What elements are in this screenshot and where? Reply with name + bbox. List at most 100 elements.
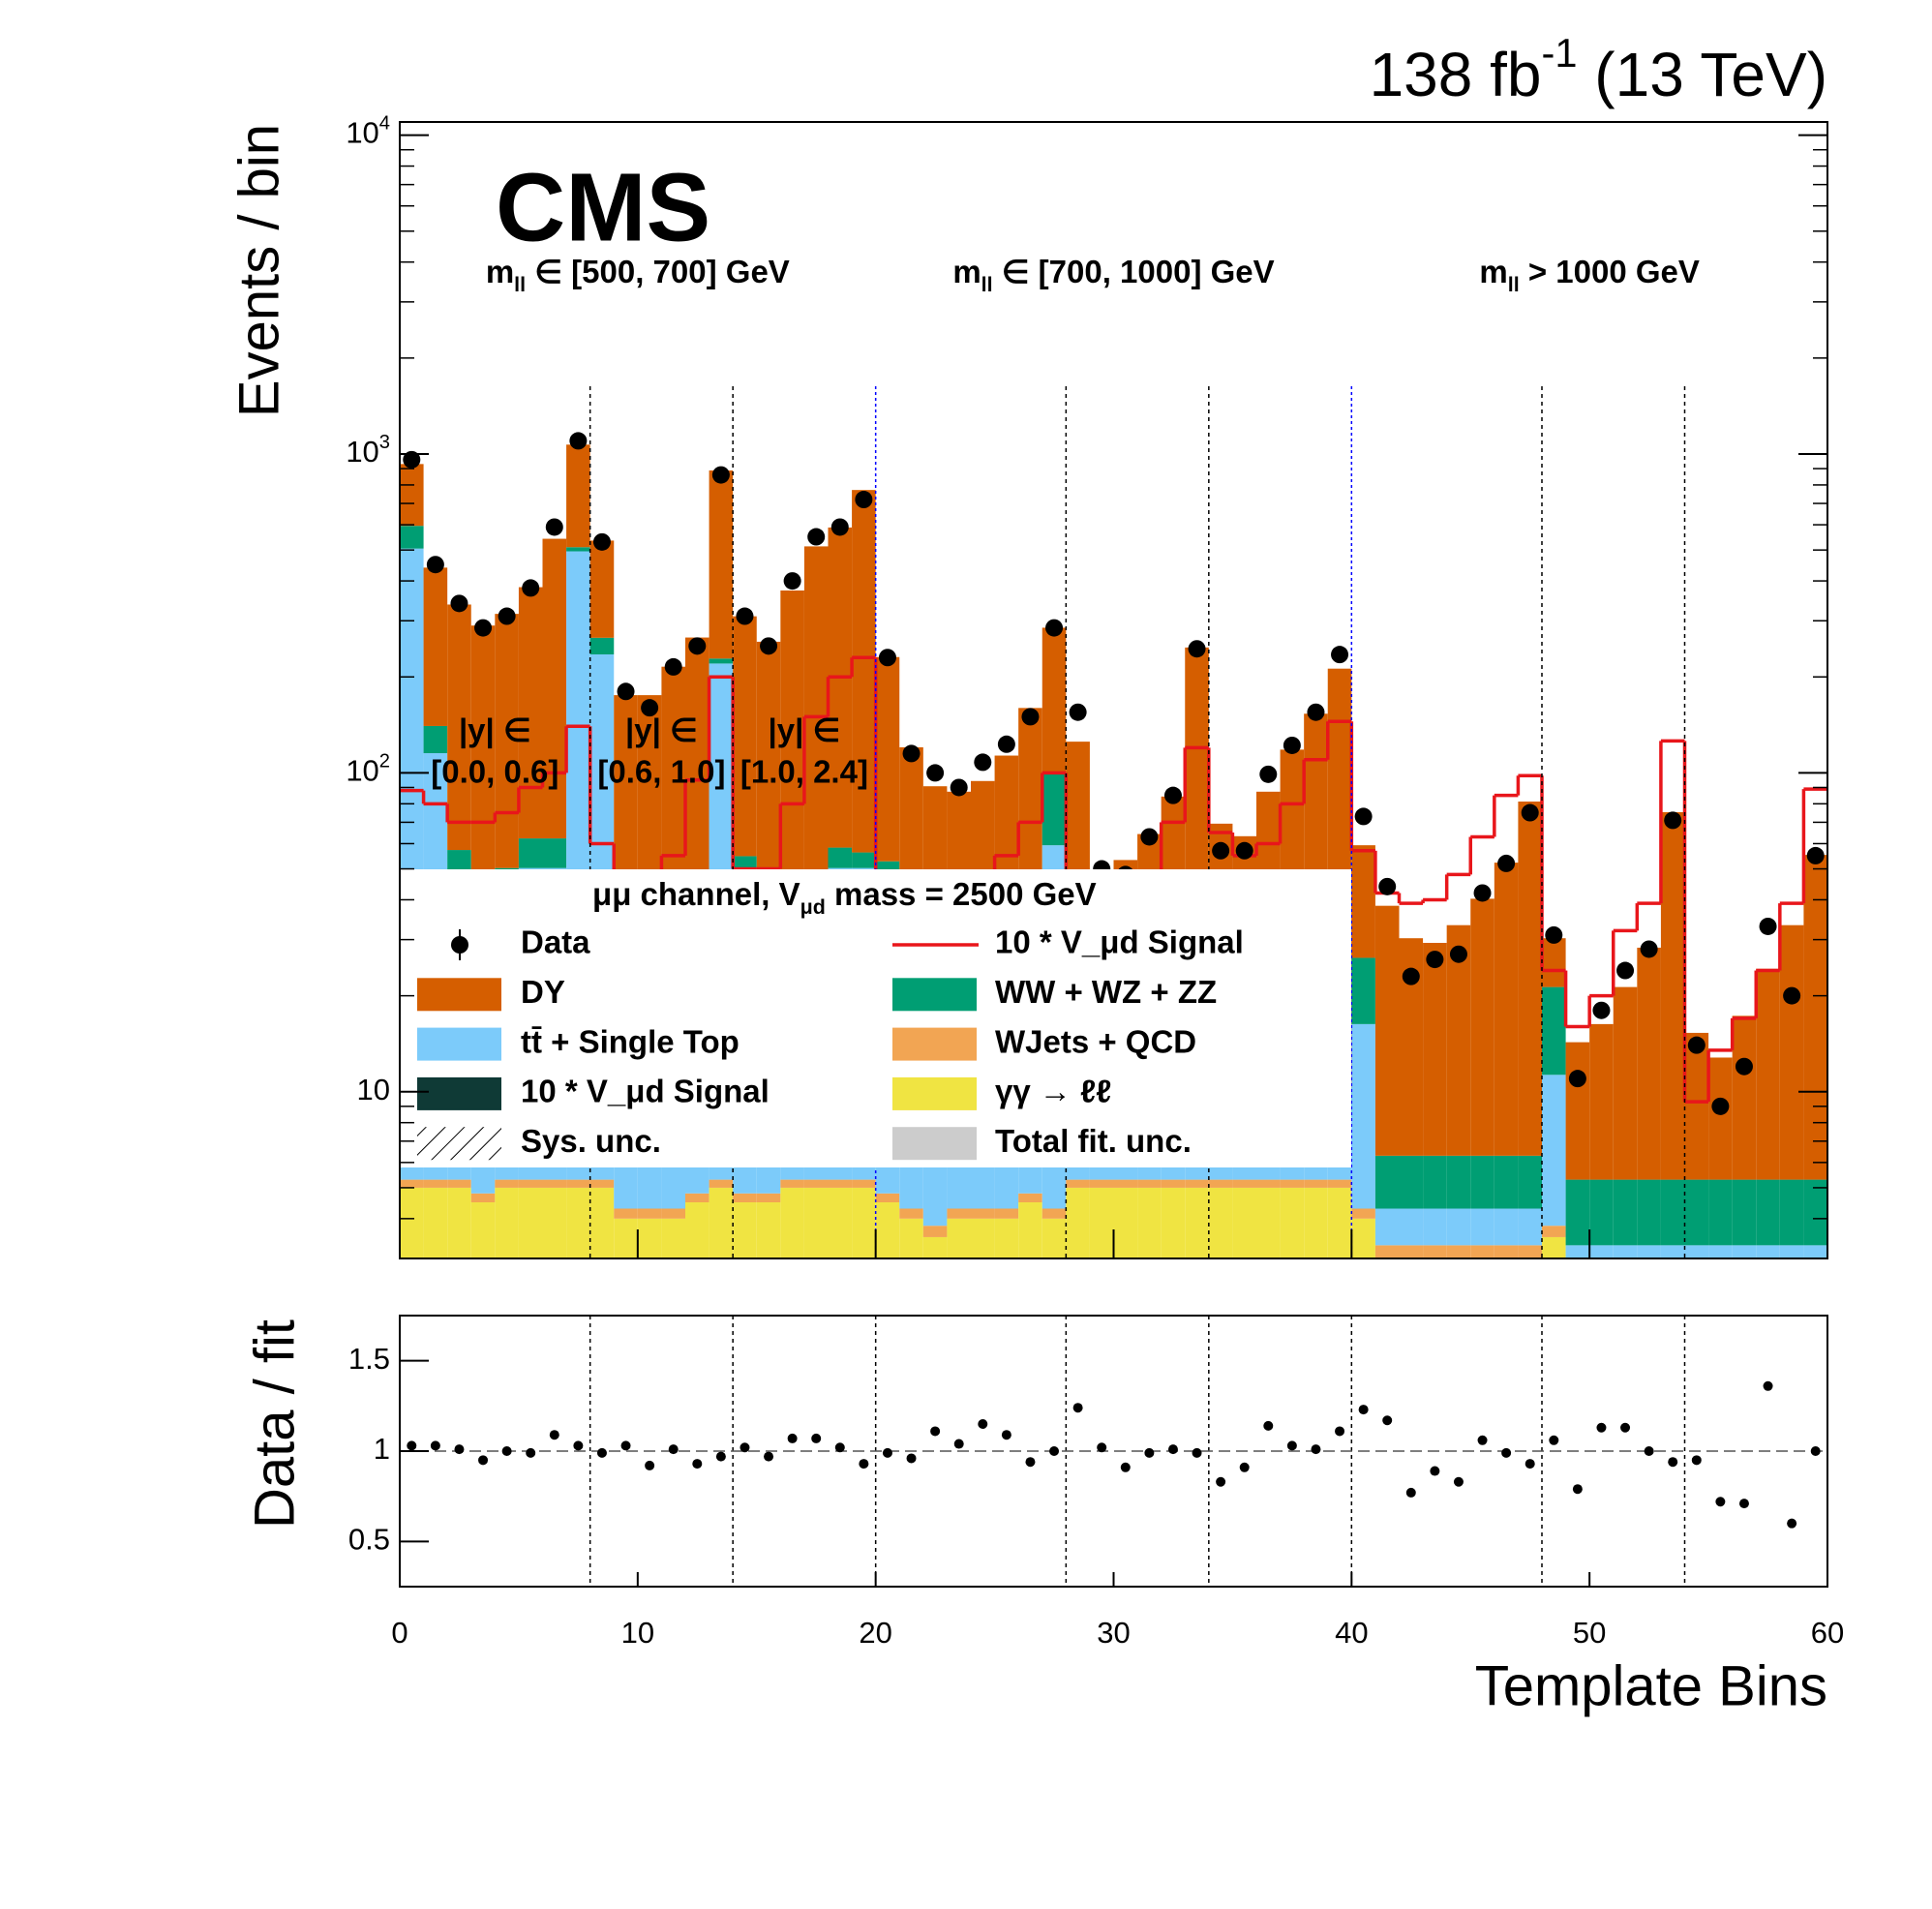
ratio-point bbox=[645, 1460, 655, 1470]
data-point bbox=[855, 491, 873, 509]
stack-bar bbox=[1113, 1179, 1138, 1188]
stack-bar bbox=[542, 1187, 567, 1258]
stack-bar bbox=[756, 1201, 781, 1258]
data-point bbox=[1307, 703, 1325, 721]
ratio-point bbox=[1192, 1447, 1202, 1458]
stack-bar bbox=[1518, 1208, 1542, 1246]
stack-bar bbox=[1232, 1179, 1256, 1188]
ratio-point bbox=[454, 1444, 465, 1455]
ratio-point bbox=[1097, 1442, 1107, 1453]
stack-bar bbox=[709, 1187, 734, 1258]
data-point bbox=[1473, 884, 1492, 902]
data-point bbox=[1188, 640, 1206, 658]
stack-bar bbox=[994, 1218, 1019, 1258]
data-point bbox=[878, 649, 896, 667]
stack-bar bbox=[1185, 1187, 1209, 1258]
stack-bar bbox=[1280, 1179, 1305, 1188]
chart-title-part: 138 fb bbox=[1370, 40, 1542, 109]
stack-bar bbox=[1803, 855, 1827, 1180]
stack-bar bbox=[566, 1179, 590, 1188]
stack-bar bbox=[1208, 1179, 1233, 1188]
ratio-point bbox=[1644, 1446, 1654, 1456]
ratio-point bbox=[1263, 1420, 1274, 1431]
stack-bar bbox=[1565, 1179, 1590, 1246]
stack-bar bbox=[1565, 1042, 1590, 1180]
stack-bar bbox=[1161, 1179, 1186, 1188]
stack-bar bbox=[542, 1179, 567, 1188]
x-axis-title: Template Bins bbox=[1475, 1654, 1827, 1717]
ratio-point bbox=[1453, 1476, 1464, 1487]
stack-bar bbox=[1494, 1155, 1519, 1209]
stack-bar bbox=[1684, 1032, 1709, 1180]
x-tick-label: 30 bbox=[1097, 1616, 1130, 1650]
data-point bbox=[1568, 1070, 1586, 1088]
x-tick-label: 40 bbox=[1335, 1616, 1368, 1650]
stack-bar bbox=[1470, 1258, 1494, 1278]
stack-bar bbox=[899, 1218, 923, 1258]
stack-bar bbox=[1732, 1245, 1757, 1258]
data-point bbox=[1521, 803, 1539, 822]
data-point bbox=[498, 607, 516, 625]
stack-bar bbox=[1089, 1187, 1114, 1258]
stack-bar bbox=[1399, 1155, 1424, 1209]
data-point bbox=[1592, 1001, 1611, 1019]
ratio-point bbox=[859, 1459, 869, 1470]
data-point bbox=[450, 594, 468, 613]
stack-bar bbox=[1280, 1187, 1305, 1258]
stack-bar bbox=[1304, 1179, 1328, 1188]
stack-bar bbox=[875, 656, 900, 862]
mass-region-label-part: m bbox=[486, 254, 514, 289]
ratio-point bbox=[668, 1444, 679, 1455]
stack-bar bbox=[518, 587, 543, 839]
stack-bar bbox=[423, 1179, 448, 1188]
data-point bbox=[1163, 786, 1182, 804]
stack-bar bbox=[1161, 1187, 1186, 1258]
stack-bar bbox=[1779, 924, 1804, 1180]
ratio-point bbox=[834, 1442, 845, 1453]
stack-bar bbox=[1637, 1179, 1661, 1246]
stack-bar bbox=[1446, 1155, 1471, 1209]
data-point bbox=[474, 619, 493, 637]
ratio-point bbox=[740, 1442, 750, 1453]
stack-bar bbox=[1399, 1208, 1424, 1246]
stack-bar bbox=[1780, 1295, 1804, 1315]
legend-header: μμ channel, Vμd mass = 2500 GeV bbox=[592, 876, 1097, 919]
stack-bar bbox=[828, 1187, 853, 1258]
data-point bbox=[997, 735, 1015, 753]
stack-bar bbox=[1351, 1218, 1375, 1258]
stack-bar bbox=[1756, 1295, 1780, 1315]
stack-bar bbox=[1494, 1245, 1519, 1258]
data-point bbox=[1331, 646, 1349, 664]
stack-bar bbox=[1327, 1187, 1352, 1258]
ratio-point bbox=[1286, 1440, 1297, 1451]
stack-bar bbox=[1589, 1245, 1614, 1258]
stack-bar bbox=[1113, 1187, 1138, 1258]
stack-bar bbox=[1374, 1245, 1400, 1258]
data-point bbox=[1069, 703, 1087, 721]
mass-region-label: mll ∈ [500, 700] GeV bbox=[486, 254, 790, 296]
stack-bar bbox=[423, 567, 448, 726]
y-tick-label-part: 10 bbox=[346, 435, 378, 469]
rapidity-label: |y| ∈ bbox=[625, 712, 698, 748]
ratio-point bbox=[1596, 1422, 1607, 1433]
data-point bbox=[592, 532, 611, 551]
data-point bbox=[1259, 765, 1278, 783]
data-point bbox=[1426, 951, 1444, 969]
stack-bar bbox=[1066, 1187, 1090, 1258]
stack-bar bbox=[1733, 1295, 1757, 1315]
stack-bar bbox=[470, 1201, 496, 1258]
stack-bar bbox=[1041, 1218, 1067, 1258]
y-tick-label-part: 10 bbox=[346, 116, 378, 150]
stack-bar bbox=[1779, 1245, 1804, 1258]
stack-bar bbox=[1208, 1187, 1233, 1258]
stack-bar bbox=[1589, 1179, 1614, 1246]
x-tick-label: 50 bbox=[1573, 1616, 1606, 1650]
stack-bar bbox=[947, 1208, 971, 1219]
stack-bar bbox=[1351, 1208, 1375, 1219]
ratio-point bbox=[620, 1440, 631, 1451]
ratio-point bbox=[1620, 1422, 1631, 1433]
data-point bbox=[1545, 925, 1563, 944]
legend-symbol bbox=[892, 978, 977, 1012]
stack-bar bbox=[1494, 863, 1519, 1156]
ratio-point bbox=[882, 1447, 892, 1458]
